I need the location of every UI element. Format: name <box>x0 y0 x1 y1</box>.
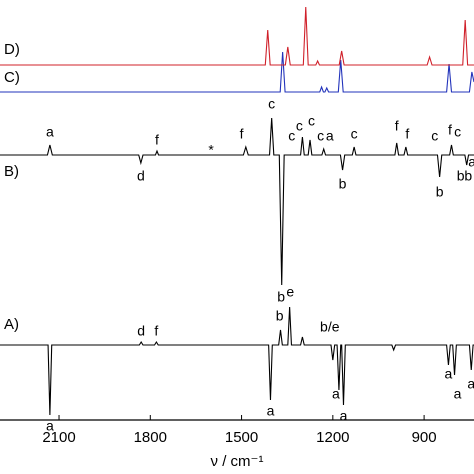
peak-label: c <box>308 113 315 129</box>
peak-label: f <box>154 323 158 339</box>
peak-label: d <box>137 168 145 184</box>
peak-label: c <box>431 128 438 144</box>
x-tick-label: 1500 <box>225 429 258 446</box>
peak-label: a <box>454 386 462 402</box>
peak-label: b <box>277 289 285 305</box>
peak-label: c <box>296 118 303 134</box>
x-tick-label: 2100 <box>42 429 75 446</box>
spectrum-line <box>0 306 474 416</box>
trace-label: B) <box>4 163 19 180</box>
peak-label: c <box>454 124 461 140</box>
x-tick-label: 1200 <box>316 429 349 446</box>
peak-label: c <box>288 128 295 144</box>
peak-label: c <box>351 126 358 142</box>
x-axis-label: ν / cm⁻¹ <box>211 453 264 470</box>
peak-label: f <box>448 122 452 138</box>
peak-label: b <box>276 308 284 324</box>
peak-label: e <box>286 284 294 300</box>
peak-label: a <box>445 366 453 382</box>
peak-label: b/e <box>320 319 340 335</box>
peak-label: b <box>464 168 472 184</box>
peak-label: f <box>155 132 159 148</box>
peak-label: * <box>208 142 214 158</box>
x-tick-label: 1800 <box>134 429 167 446</box>
peak-label: a <box>467 376 474 392</box>
peak-label: a <box>46 124 54 140</box>
peak-label: f <box>405 126 409 142</box>
peak-label: a <box>340 408 348 424</box>
peak-label: a <box>326 128 334 144</box>
trace-label: A) <box>4 316 19 333</box>
peak-label: a <box>332 386 340 402</box>
peak-label: f <box>395 118 399 134</box>
peak-label: f <box>240 126 244 142</box>
spectrum-line <box>0 6 474 66</box>
x-tick-label: 900 <box>412 429 437 446</box>
peak-label: c <box>268 96 275 112</box>
peak-label: a <box>46 418 54 434</box>
spectrum-line <box>0 117 474 286</box>
peak-label: c <box>317 128 324 144</box>
trace-label: D) <box>4 41 20 58</box>
peak-label: b <box>339 176 347 192</box>
trace-label: C) <box>4 69 20 86</box>
peak-label: a <box>267 403 275 419</box>
peak-label: b <box>457 168 465 184</box>
peak-label: d <box>137 323 145 339</box>
peak-label: a <box>468 154 474 170</box>
spectrum-line <box>0 51 474 93</box>
peak-label: b <box>436 184 444 200</box>
